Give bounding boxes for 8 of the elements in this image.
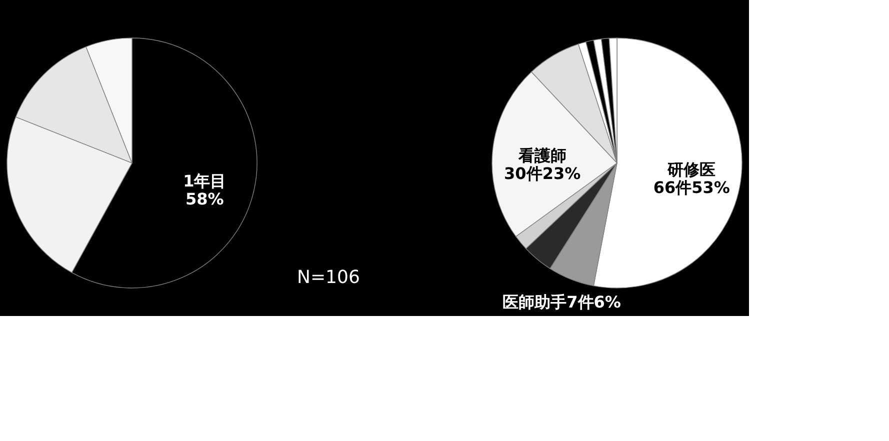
slice-label: 1年目 (183, 172, 226, 191)
text: N=106 (297, 267, 360, 288)
data-label: 66件53% (653, 178, 730, 198)
slice-label: 医師助手7件6% (502, 292, 621, 312)
data-label: 30件23% (504, 164, 581, 183)
slice-label: 看護師 (517, 146, 566, 165)
slice-label: 研修医 (666, 160, 716, 180)
data-label: 58% (185, 190, 224, 209)
